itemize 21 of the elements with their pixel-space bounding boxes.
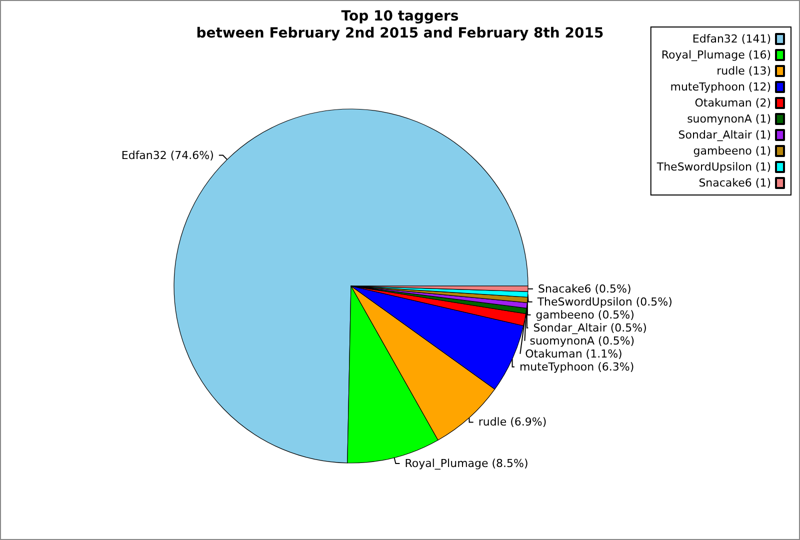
chart-title: Top 10 taggers between February 2nd 2015 and February 8th 2015 bbox=[196, 8, 604, 42]
legend-label: Snacake6 (1) bbox=[698, 176, 771, 190]
data-label: Snacake6 (0.5%) bbox=[538, 282, 632, 296]
legend-label: rudle (13) bbox=[716, 64, 771, 78]
legend-label: Edfan32 (141) bbox=[692, 32, 771, 46]
data-label: suomynonA (0.5%) bbox=[530, 334, 635, 348]
data-label: Royal_Plumage (8.5%) bbox=[404, 456, 528, 470]
legend-label: suomynonA (1) bbox=[687, 112, 771, 126]
legend-label: Royal_Plumage (16) bbox=[661, 48, 771, 62]
legend-label: gambeeno (1) bbox=[693, 144, 771, 158]
legend-label: muteTyphoon (12) bbox=[670, 80, 771, 94]
data-label: Otakuman (1.1%) bbox=[525, 347, 622, 360]
legend-label: Otakuman (2) bbox=[694, 96, 771, 110]
data-label: rudle (6.9%) bbox=[478, 416, 547, 429]
data-label: TheSwordUpsilon (0.5%) bbox=[536, 295, 672, 308]
data-label: muteTyphoon (6.3%) bbox=[519, 360, 634, 374]
data-label: gambeeno (0.5%) bbox=[536, 308, 634, 322]
legend-label: TheSwordUpsilon (1) bbox=[656, 160, 771, 174]
data-label: Edfan32 (74.6%) bbox=[121, 148, 214, 162]
legend-label: Sondar_Altair (1) bbox=[678, 128, 771, 142]
data-label: Sondar_Altair (0.5%) bbox=[533, 321, 647, 334]
